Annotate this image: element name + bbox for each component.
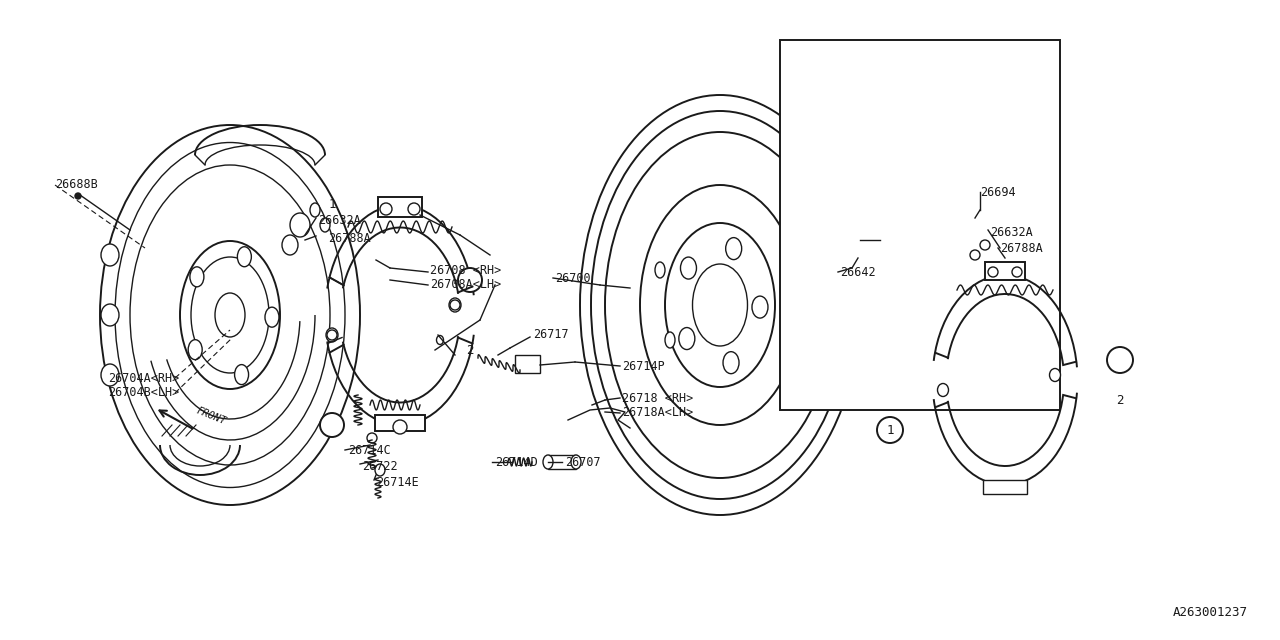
Bar bbox=[515, 355, 540, 373]
Text: 26708 <RH>: 26708 <RH> bbox=[430, 264, 502, 276]
Ellipse shape bbox=[726, 237, 741, 260]
Ellipse shape bbox=[188, 340, 202, 360]
Ellipse shape bbox=[988, 267, 998, 277]
Text: 26704A<RH>: 26704A<RH> bbox=[108, 371, 179, 385]
Bar bbox=[378, 197, 422, 217]
Ellipse shape bbox=[393, 420, 407, 434]
Ellipse shape bbox=[380, 203, 392, 215]
Ellipse shape bbox=[666, 223, 774, 387]
Ellipse shape bbox=[681, 257, 696, 279]
Text: 26714E: 26714E bbox=[376, 476, 419, 488]
Text: 26788A: 26788A bbox=[1000, 241, 1043, 255]
Ellipse shape bbox=[408, 203, 420, 215]
Ellipse shape bbox=[780, 282, 790, 298]
Bar bbox=[986, 262, 1025, 280]
Ellipse shape bbox=[101, 244, 119, 266]
Text: 26714D: 26714D bbox=[495, 456, 538, 468]
Text: 1: 1 bbox=[328, 198, 335, 211]
Ellipse shape bbox=[543, 455, 553, 469]
Ellipse shape bbox=[655, 262, 666, 278]
Ellipse shape bbox=[180, 241, 280, 389]
Text: 26642: 26642 bbox=[840, 266, 876, 278]
Text: 26718A<LH>: 26718A<LH> bbox=[622, 406, 694, 419]
Ellipse shape bbox=[326, 328, 338, 342]
Text: 26722: 26722 bbox=[362, 460, 398, 472]
Ellipse shape bbox=[449, 298, 461, 312]
Ellipse shape bbox=[751, 296, 768, 318]
Circle shape bbox=[845, 230, 865, 250]
Ellipse shape bbox=[723, 351, 739, 374]
Text: 26714C: 26714C bbox=[348, 444, 390, 456]
Ellipse shape bbox=[1050, 369, 1061, 381]
Ellipse shape bbox=[320, 218, 330, 232]
Text: 26707: 26707 bbox=[564, 456, 600, 468]
Ellipse shape bbox=[367, 433, 378, 443]
Ellipse shape bbox=[310, 203, 320, 217]
Circle shape bbox=[458, 268, 483, 292]
Text: 26714P: 26714P bbox=[622, 360, 664, 372]
Ellipse shape bbox=[937, 383, 948, 397]
Ellipse shape bbox=[234, 365, 248, 385]
Bar bbox=[780, 40, 1060, 410]
Ellipse shape bbox=[76, 193, 81, 199]
Ellipse shape bbox=[265, 307, 279, 327]
Ellipse shape bbox=[571, 455, 581, 469]
Text: 26688B: 26688B bbox=[55, 179, 97, 191]
Ellipse shape bbox=[100, 125, 360, 505]
Ellipse shape bbox=[291, 213, 310, 237]
Text: 26788A: 26788A bbox=[328, 232, 371, 244]
Text: FRONT: FRONT bbox=[195, 406, 228, 426]
Circle shape bbox=[970, 250, 980, 260]
Ellipse shape bbox=[436, 335, 443, 344]
Ellipse shape bbox=[666, 332, 675, 348]
Bar bbox=[375, 415, 425, 431]
Ellipse shape bbox=[101, 304, 119, 326]
Ellipse shape bbox=[189, 267, 204, 287]
Ellipse shape bbox=[678, 328, 695, 349]
Text: 26632A: 26632A bbox=[317, 214, 361, 227]
Circle shape bbox=[320, 413, 344, 437]
Text: 26694: 26694 bbox=[980, 186, 1015, 198]
Text: 1: 1 bbox=[886, 424, 893, 436]
Circle shape bbox=[877, 417, 902, 443]
Text: 26704B<LH>: 26704B<LH> bbox=[108, 387, 179, 399]
Text: 26632A: 26632A bbox=[989, 225, 1033, 239]
Ellipse shape bbox=[101, 364, 119, 386]
Ellipse shape bbox=[237, 247, 251, 267]
Ellipse shape bbox=[580, 95, 860, 515]
Text: 26718 <RH>: 26718 <RH> bbox=[622, 392, 694, 404]
Ellipse shape bbox=[215, 293, 244, 337]
Text: 26700: 26700 bbox=[556, 271, 590, 285]
Text: A263001237: A263001237 bbox=[1172, 605, 1248, 618]
Ellipse shape bbox=[640, 185, 800, 425]
Text: 2: 2 bbox=[466, 344, 474, 356]
Circle shape bbox=[1107, 347, 1133, 373]
Ellipse shape bbox=[375, 464, 385, 476]
Bar bbox=[983, 480, 1027, 494]
Text: 26708A<LH>: 26708A<LH> bbox=[430, 278, 502, 291]
Bar bbox=[548, 455, 576, 469]
Circle shape bbox=[980, 240, 989, 250]
Ellipse shape bbox=[282, 235, 298, 255]
Ellipse shape bbox=[692, 264, 748, 346]
Text: 2: 2 bbox=[1116, 394, 1124, 406]
Ellipse shape bbox=[1012, 267, 1021, 277]
Text: 26717: 26717 bbox=[532, 328, 568, 342]
